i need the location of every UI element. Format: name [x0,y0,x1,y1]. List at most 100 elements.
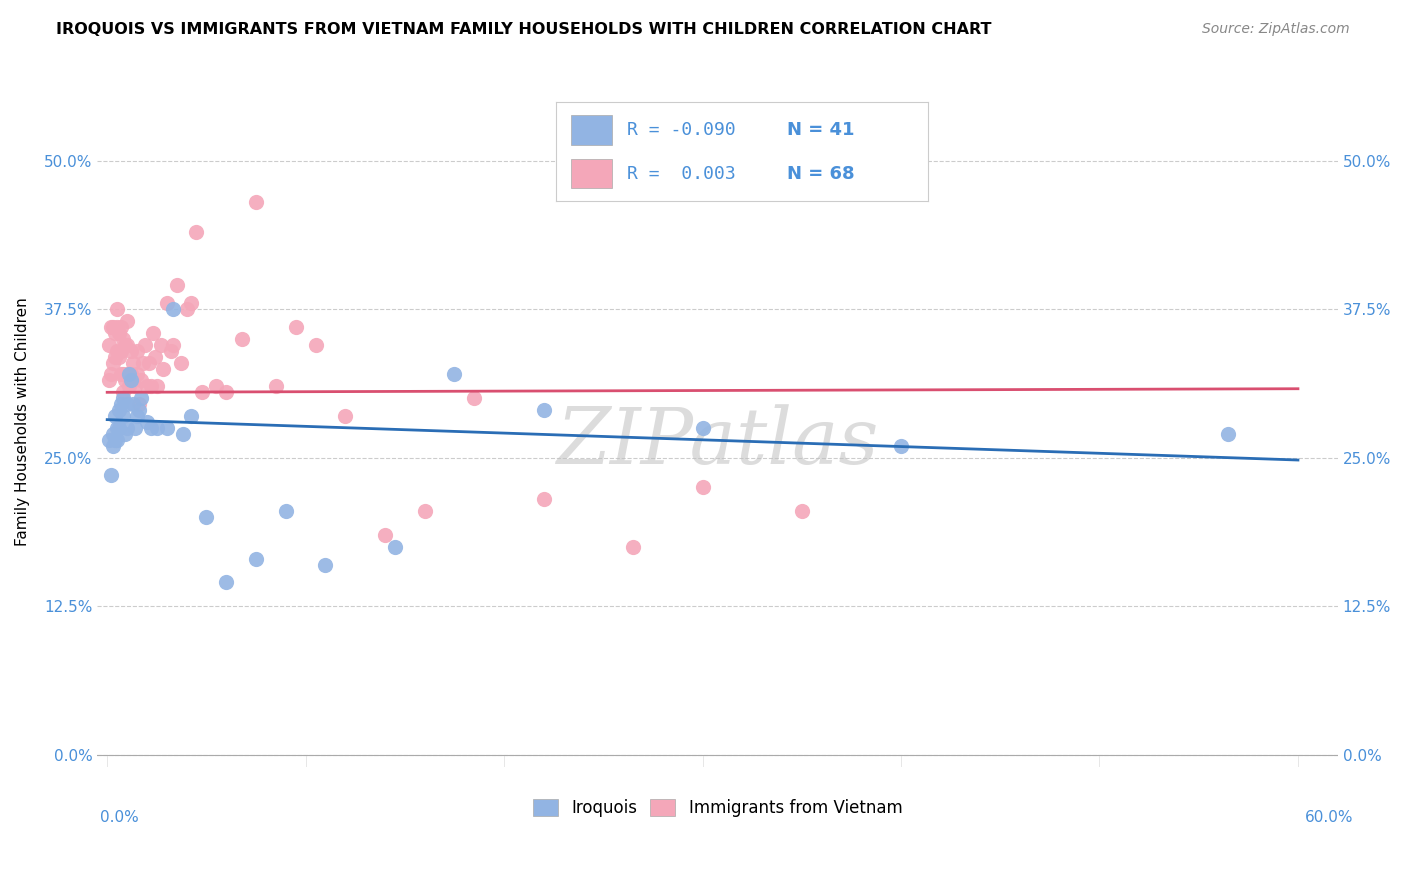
Point [114,426,136,441]
Point [138,355,160,369]
Point [152,361,174,376]
Point [156,296,179,310]
Point [115,421,138,435]
Point [112,332,135,346]
Point [156,421,179,435]
Point [112,385,135,400]
Point [413,504,436,518]
Point [98,338,121,352]
Point [129,373,152,387]
Point [186,225,208,239]
Point [118,379,141,393]
Point [125,409,148,423]
Legend: Iroquois, Immigrants from Vietnam: Iroquois, Immigrants from Vietnam [526,792,910,823]
Point [166,278,188,293]
Point [245,551,267,566]
Point [101,439,124,453]
Point [231,332,253,346]
Text: ZIPatlas: ZIPatlas [557,404,879,481]
Point [533,403,555,417]
Point [110,368,132,382]
Point [135,415,157,429]
Point [274,504,297,518]
Point [1218,426,1240,441]
Y-axis label: Family Households with Children: Family Households with Children [15,298,30,547]
Point [139,379,162,393]
Point [115,314,138,328]
Point [124,421,146,435]
Point [129,391,152,405]
Point [104,326,127,340]
Point [146,379,169,393]
Point [245,195,267,210]
Point [108,326,131,340]
Point [108,350,131,364]
Point [105,302,128,317]
Point [172,426,194,441]
Point [790,504,813,518]
Point [176,302,198,317]
Point [114,373,136,387]
Point [142,326,165,340]
Point [104,433,127,447]
Point [98,373,121,387]
Point [215,575,238,590]
Point [314,558,336,572]
Point [120,368,142,382]
Text: IROQUOIS VS IMMIGRANTS FROM VIETNAM FAMILY HOUSEHOLDS WITH CHILDREN CORRELATION : IROQUOIS VS IMMIGRANTS FROM VIETNAM FAMI… [56,22,991,37]
Point [890,439,912,453]
Point [264,379,287,393]
Point [180,296,202,310]
Point [112,409,135,423]
Point [101,355,124,369]
Point [205,379,228,393]
Point [195,510,218,524]
Point [98,433,121,447]
Point [118,368,141,382]
Point [533,492,555,507]
Point [335,409,357,423]
Point [110,397,132,411]
Point [621,540,644,554]
Point [463,391,485,405]
Text: 0.0%: 0.0% [100,811,139,825]
Point [162,302,184,317]
Point [114,338,136,352]
Point [384,540,406,554]
Point [443,368,465,382]
Point [134,338,156,352]
Text: Source: ZipAtlas.com: Source: ZipAtlas.com [1202,22,1350,37]
Point [108,403,131,417]
Point [115,338,138,352]
Point [146,421,169,435]
Point [149,338,172,352]
Point [101,426,124,441]
Point [112,368,135,382]
Point [132,355,155,369]
Point [122,373,145,387]
Point [101,320,124,334]
Point [124,379,146,393]
Point [692,480,714,494]
Point [115,368,138,382]
Point [191,385,214,400]
Point [120,373,142,387]
Point [162,338,184,352]
Point [105,343,128,358]
Point [105,320,128,334]
Point [374,528,396,542]
Point [143,350,166,364]
Point [115,397,138,411]
Point [122,355,145,369]
Point [128,397,150,411]
Point [122,397,145,411]
Point [104,350,127,364]
Point [125,368,148,382]
Text: 60.0%: 60.0% [1305,811,1353,825]
Point [110,343,132,358]
Point [128,403,150,417]
Point [108,421,131,435]
Point [105,433,128,447]
Point [110,320,132,334]
Point [125,343,148,358]
